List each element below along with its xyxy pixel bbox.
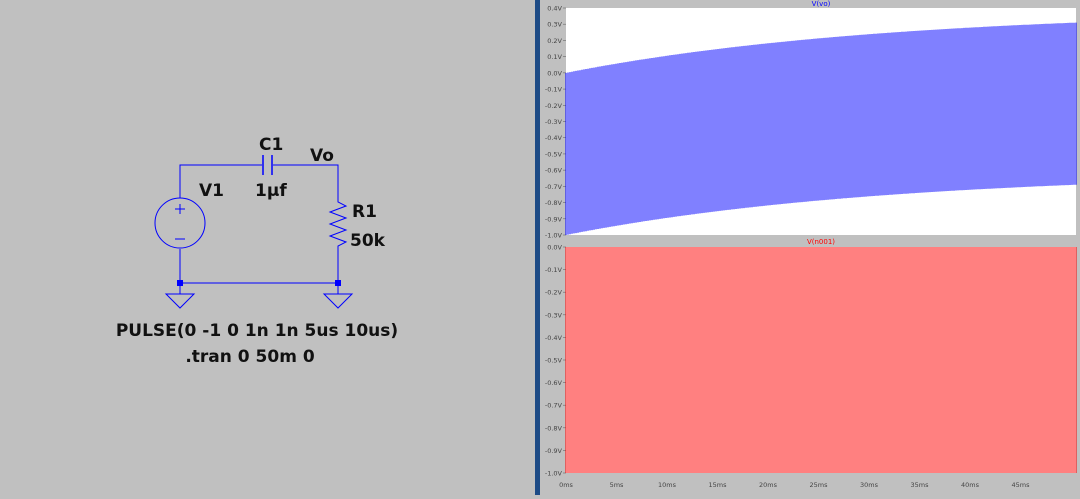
source-name[interactable]: V1 [199, 181, 224, 201]
voltage-source-symbol[interactable] [154, 197, 206, 249]
schematic-canvas[interactable]: C1 1µf Vo V1 R1 50k PULSE(0 -1 0 1n 1n 5… [0, 0, 535, 495]
x-tick-label: 0ms [559, 481, 573, 489]
x-tick-label: 25ms [810, 481, 829, 489]
y-tick-label: -0.5V [545, 357, 563, 365]
x-tick-label: 35ms [911, 481, 930, 489]
y-tick-label: -0.7V [545, 402, 563, 410]
y-tick-label: -0.1V [545, 266, 563, 274]
resistor-symbol[interactable] [328, 196, 348, 250]
trace-n001 [565, 247, 1077, 473]
y-tick-label: -0.6V [545, 167, 563, 175]
plot-area-vo[interactable] [566, 8, 1076, 235]
x-tick-label: 15ms [709, 481, 728, 489]
wire-top-left[interactable] [179, 164, 262, 198]
source-spec-directive[interactable]: PULSE(0 -1 0 1n 1n 5us 10us) [116, 321, 398, 341]
y-tick-label: 0.1V [547, 53, 562, 61]
x-tick-label: 45ms [1012, 481, 1031, 489]
ground-icon[interactable] [164, 286, 196, 309]
y-tick-label: 0.3V [547, 21, 562, 29]
node-junction [177, 280, 183, 286]
y-tick-label: -0.9V [545, 215, 563, 223]
trace-vo-path [565, 22, 1077, 235]
y-tick-label: -0.4V [545, 134, 563, 142]
y-tick-label: 0.4V [547, 5, 562, 13]
trace-vo [565, 22, 1077, 235]
wire-bottom[interactable] [179, 249, 338, 284]
plot-area-n001[interactable] [566, 247, 1076, 473]
y-tick-label: -0.5V [545, 150, 563, 158]
y-tick-label: -0.3V [545, 118, 563, 126]
y-axis-n001: 0.0V -0.1V -0.2V -0.3V -0.4V -0.5V -0.6V -0.7V -… [545, 244, 566, 478]
y-tick-label: 0.0V [547, 69, 562, 77]
plot-title-vo[interactable]: V(vo) [812, 0, 831, 8]
wire-top-right[interactable] [273, 164, 339, 196]
y-tick-label: -0.4V [545, 334, 563, 342]
node-label-vo[interactable]: Vo [310, 146, 334, 166]
schematic-editor[interactable]: C1 1µf Vo V1 R1 50k PULSE(0 -1 0 1n 1n 5… [0, 0, 535, 495]
y-tick-label: -0.2V [545, 289, 563, 297]
y-tick-label: -1.0V [545, 232, 563, 240]
capacitor-name[interactable]: C1 [259, 135, 283, 155]
plot-title-n001[interactable]: V(n001) [807, 238, 835, 246]
y-tick-label: -0.9V [545, 447, 563, 455]
y-tick-label: -0.7V [545, 183, 563, 191]
x-tick-label: 40ms [961, 481, 980, 489]
x-tick-label: 10ms [658, 481, 677, 489]
y-tick-label: -0.2V [545, 102, 563, 110]
capacitor-symbol[interactable] [262, 155, 273, 175]
y-tick-label: -0.8V [545, 424, 563, 432]
capacitor-value[interactable]: 1µf [255, 181, 287, 201]
x-tick-label: 20ms [759, 481, 778, 489]
y-tick-label: -0.1V [545, 86, 563, 94]
x-tick-label: 30ms [860, 481, 879, 489]
y-tick-label: -0.6V [545, 379, 563, 387]
resistor-name[interactable]: R1 [352, 202, 377, 222]
y-tick-label: -0.8V [545, 199, 563, 207]
x-axis: 0ms 5ms 10ms 15ms 20ms 25ms 30ms 35ms 40ms 45ms [559, 481, 1030, 489]
y-tick-label: 0.2V [547, 37, 562, 45]
y-tick-label: 0.0V [547, 244, 562, 252]
waveform-viewer[interactable]: V(vo) 0.4V 0.3V 0.2V 0.1V 0.0V -0.1V -0.2V -0.3… [540, 0, 1080, 495]
y-tick-label: -1.0V [545, 470, 563, 478]
ground-icon[interactable] [322, 286, 354, 309]
x-tick-label: 5ms [610, 481, 624, 489]
tran-directive[interactable]: .tran 0 50m 0 [185, 347, 314, 367]
waveform-canvas[interactable]: V(vo) 0.4V 0.3V 0.2V 0.1V 0.0V -0.1V -0.2V -0.3… [540, 0, 1080, 495]
trace-n001-path [565, 247, 1077, 473]
y-axis-vo: 0.4V 0.3V 0.2V 0.1V 0.0V -0.1V -0.2V -0.3V -0.4V… [545, 5, 566, 240]
node-junction [335, 280, 341, 286]
resistor-value[interactable]: 50k [350, 231, 386, 251]
pane-splitter[interactable] [535, 0, 540, 495]
y-tick-label: -0.3V [545, 311, 563, 319]
